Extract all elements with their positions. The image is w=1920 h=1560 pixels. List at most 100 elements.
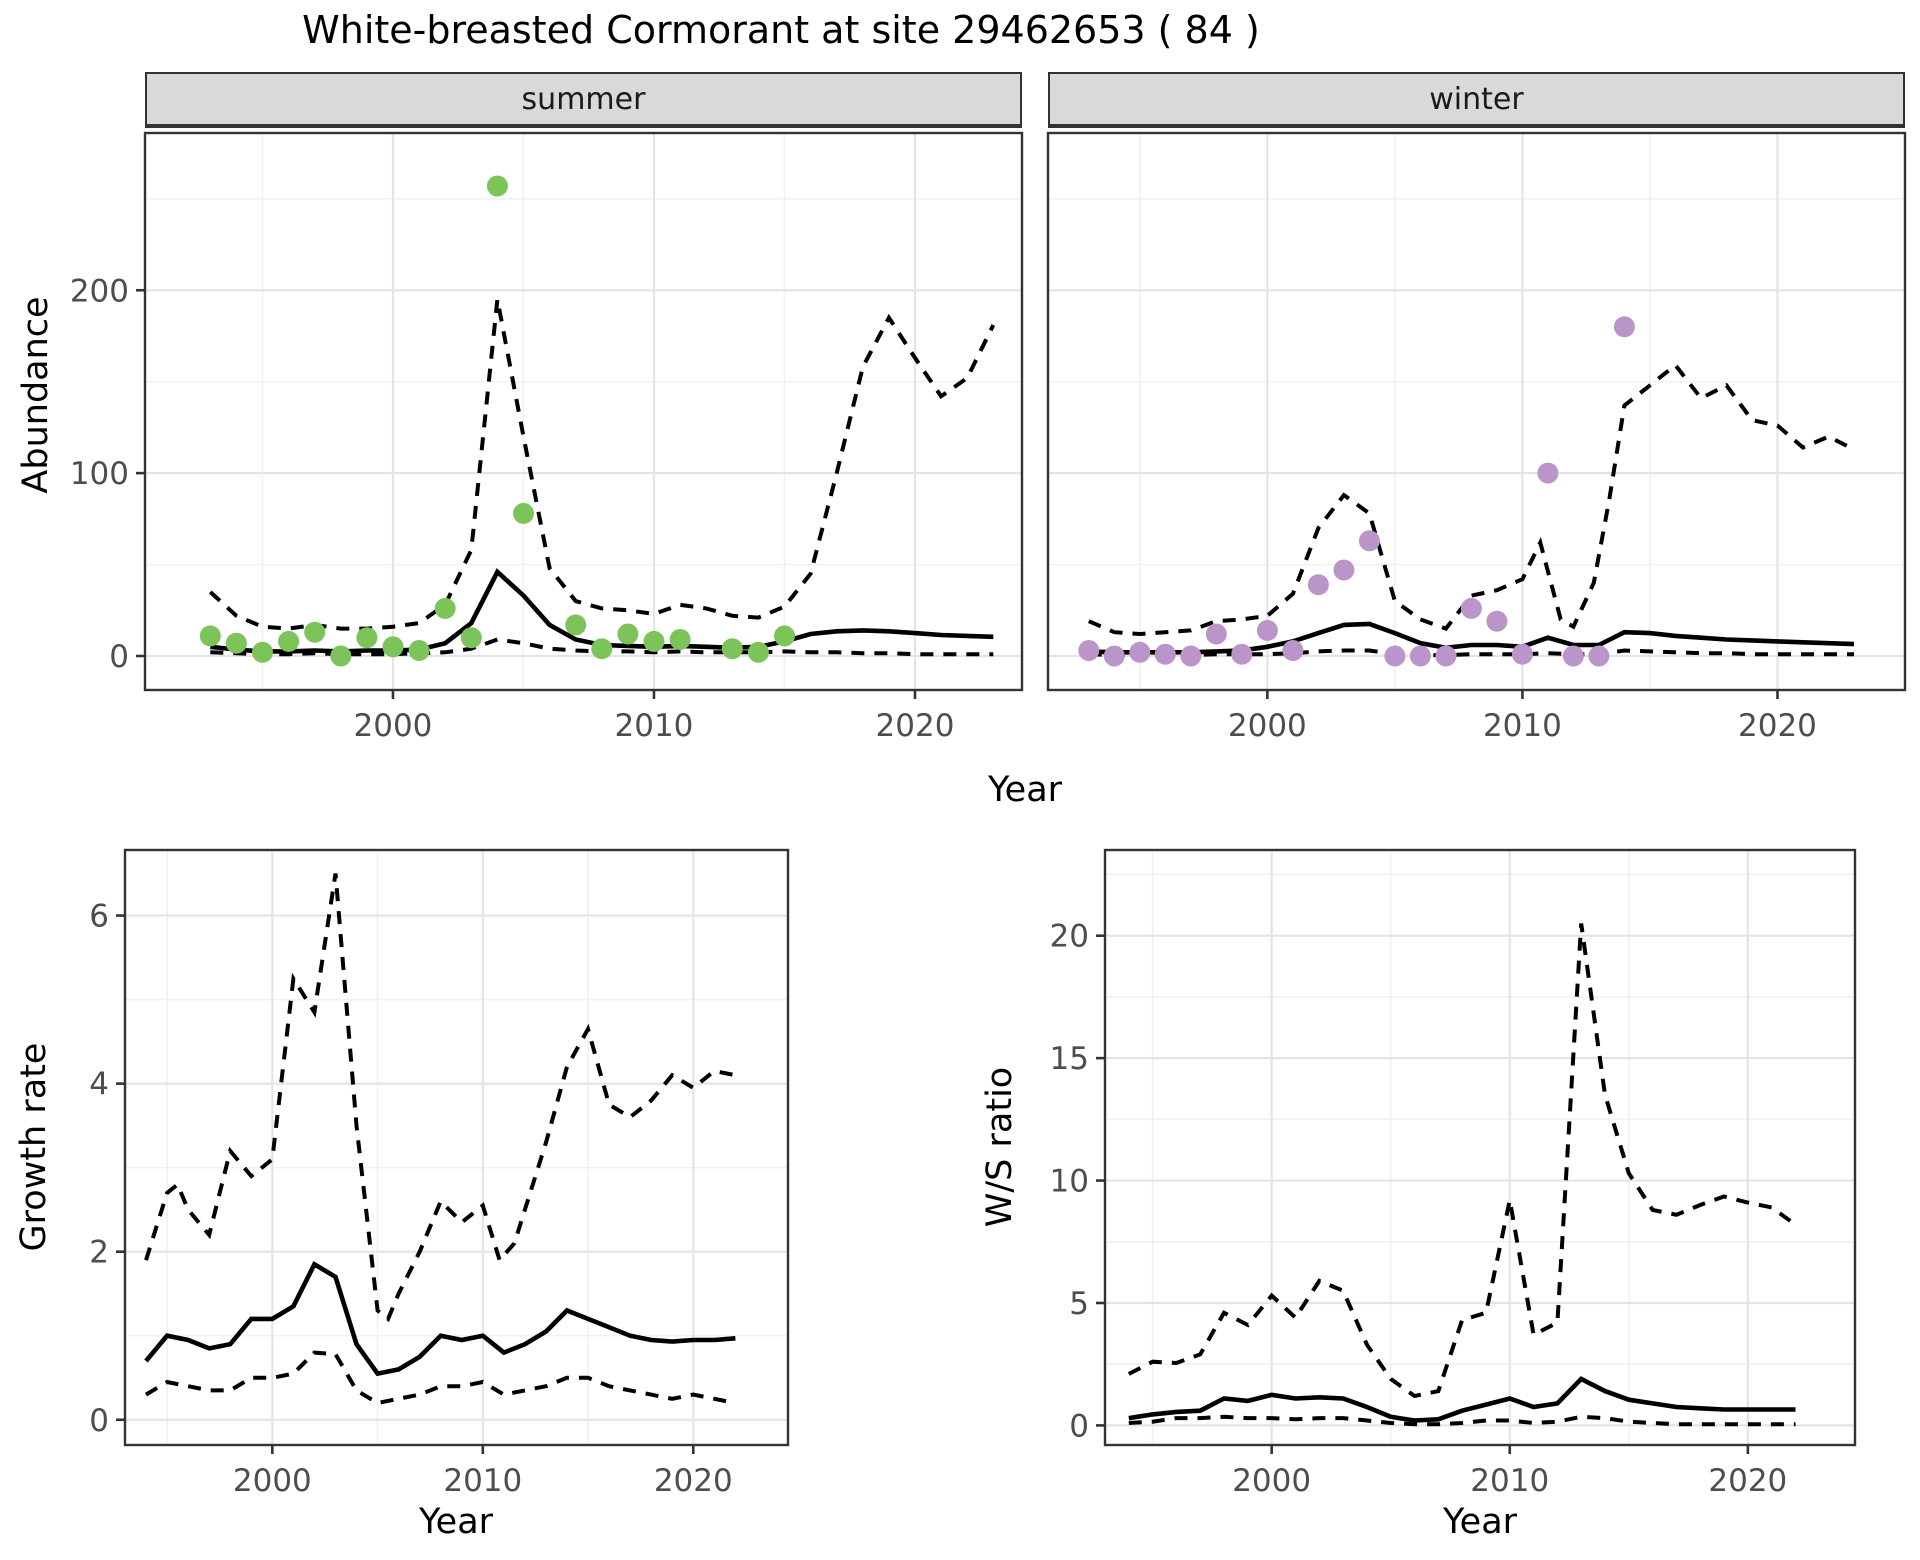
winter-observation-point xyxy=(1205,623,1227,645)
winter-panel: 2000 2010 2020 xyxy=(1046,131,1907,744)
y-axis-label-growth-rate: Growth rate xyxy=(14,1042,54,1252)
growth-data-layer xyxy=(144,873,736,1406)
winter-observation-point xyxy=(1486,610,1508,632)
summer-observation-point xyxy=(460,627,482,649)
summer-observation-point xyxy=(304,621,326,643)
ws-lower-ci-line xyxy=(1128,1414,1796,1427)
facet-strip-summer: summer xyxy=(145,72,1022,128)
growth-lower-ci-line xyxy=(144,1350,736,1406)
winter-median-line xyxy=(1088,621,1855,655)
axis-tick-label: 20 xyxy=(1050,919,1089,955)
axis-tick-label: 2020 xyxy=(1738,708,1817,744)
winter-observation-point xyxy=(1613,316,1635,338)
summer-observation-point xyxy=(643,630,665,652)
summer-observation-point xyxy=(330,645,352,667)
winter-observation-point xyxy=(1588,645,1610,667)
winter-panel-background xyxy=(1048,133,1905,690)
axis-tick-label: 200 xyxy=(70,273,129,309)
winter-upper-ci-line xyxy=(1088,362,1855,637)
winter-observation-point xyxy=(1180,645,1202,667)
winter-observation-point xyxy=(1154,643,1176,665)
axis-tick-label: 0 xyxy=(89,1403,109,1439)
summer-observation-point xyxy=(669,629,691,650)
x-axis-label-year-top: Year xyxy=(987,770,1063,810)
summer-panel: 2000 2010 2020 0 100 200 xyxy=(70,131,1024,744)
axis-tick-label: 2010 xyxy=(1470,1463,1549,1499)
summer-observation-point xyxy=(747,641,769,663)
summer-observation-point xyxy=(278,630,300,652)
growth-panel: 2000 2010 2020 0 2 4 6 xyxy=(89,848,790,1499)
winter-panel-border xyxy=(1046,131,1907,692)
axis-tick-label: 2020 xyxy=(876,708,955,744)
axis-tick-label: 2 xyxy=(89,1235,109,1271)
facet-strip-winter: winter xyxy=(1048,72,1905,128)
summer-data-layer xyxy=(199,175,996,667)
growth-panel-background xyxy=(125,850,788,1445)
axis-tick-label: 100 xyxy=(70,456,129,492)
y-axis-label-abundance: Abundance xyxy=(16,296,56,494)
summer-panel-background xyxy=(145,133,1022,690)
x-axis-label-year-growth: Year xyxy=(418,1502,494,1542)
facet-strip-winter-label: winter xyxy=(1429,81,1524,117)
axis-tick-label: 6 xyxy=(89,899,109,935)
summer-observation-point xyxy=(617,623,639,645)
axis-tick-label: 2000 xyxy=(1232,1463,1311,1499)
x-axis-label-year-ws: Year xyxy=(1442,1502,1518,1542)
winter-observation-point xyxy=(1231,643,1253,665)
summer-observation-point xyxy=(513,502,534,524)
growth-upper-ci-line xyxy=(144,873,736,1323)
winter-observation-point xyxy=(1435,645,1457,667)
ws-median-line xyxy=(1128,1376,1796,1423)
summer-upper-ci-line xyxy=(208,299,996,631)
y-axis-label-ws-ratio: W/S ratio xyxy=(980,1066,1020,1228)
summer-observation-point xyxy=(486,175,508,197)
summer-observation-point xyxy=(774,625,795,647)
winter-observation-point xyxy=(1333,559,1355,581)
ws-data-layer xyxy=(1127,923,1797,1427)
winter-observation-point xyxy=(1460,597,1482,619)
summer-panel-border xyxy=(143,131,1024,692)
winter-data-layer xyxy=(1078,316,1855,667)
ws-panel-background xyxy=(1105,850,1855,1445)
axis-tick-label: 15 xyxy=(1050,1041,1089,1077)
winter-observation-point xyxy=(1282,640,1304,661)
summer-observation-point xyxy=(408,640,430,661)
growth-median-line xyxy=(144,1261,736,1377)
axis-tick-label: 10 xyxy=(1050,1164,1089,1200)
summer-observation-point xyxy=(356,627,378,649)
axis-tick-label: 4 xyxy=(89,1067,109,1103)
summer-observation-point xyxy=(382,636,404,658)
summer-observation-point xyxy=(721,638,743,660)
axis-tick-label: 2010 xyxy=(443,1463,522,1499)
winter-observation-point xyxy=(1129,641,1151,663)
axis-tick-label: 2000 xyxy=(1228,708,1307,744)
axis-tick-label: 0 xyxy=(109,639,129,675)
winter-observation-point xyxy=(1103,645,1125,667)
winter-observation-point xyxy=(1511,643,1533,665)
winter-observation-point xyxy=(1562,645,1584,667)
ws-panel-border xyxy=(1103,848,1857,1447)
summer-observation-point xyxy=(591,638,613,660)
winter-observation-point xyxy=(1358,530,1380,552)
ws-upper-ci-line xyxy=(1127,923,1797,1399)
axis-tick-label: 2010 xyxy=(1483,708,1562,744)
summer-observation-point xyxy=(565,614,587,636)
summer-observation-point xyxy=(252,641,273,663)
axis-tick-label: 2000 xyxy=(354,708,433,744)
facet-strip-summer-label: summer xyxy=(521,81,646,117)
winter-observation-point xyxy=(1256,619,1278,641)
winter-observation-point xyxy=(1384,645,1406,667)
winter-lower-ci-line xyxy=(1088,648,1854,658)
winter-observation-point xyxy=(1537,462,1559,484)
axis-tick-label: 2010 xyxy=(615,708,694,744)
axis-tick-label: 0 xyxy=(1069,1408,1089,1444)
winter-observation-point xyxy=(1409,645,1431,667)
summer-observation-point xyxy=(225,632,247,654)
summer-observation-point xyxy=(199,625,221,647)
axis-tick-label: 2020 xyxy=(1708,1463,1787,1499)
summer-observation-point xyxy=(434,597,456,619)
axis-tick-label: 5 xyxy=(1069,1286,1089,1322)
axis-tick-label: 2020 xyxy=(654,1463,733,1499)
